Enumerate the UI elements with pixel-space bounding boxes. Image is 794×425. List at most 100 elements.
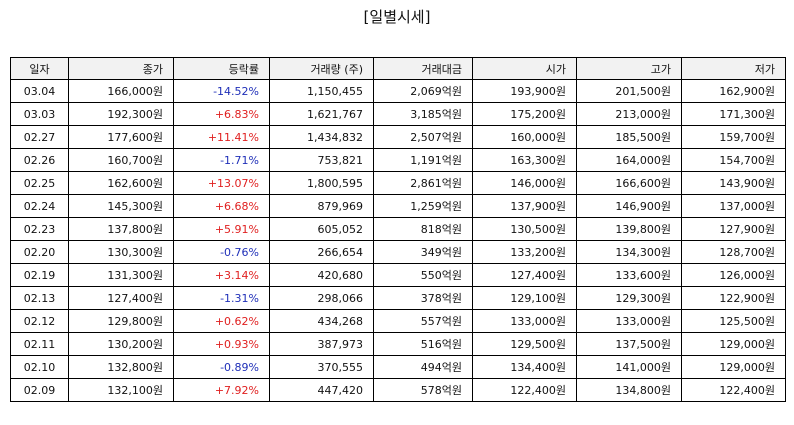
change-cell: +7.92%: [173, 378, 270, 402]
high-cell: 139,800원: [576, 217, 682, 241]
date-cell: 03.03: [10, 102, 69, 126]
low-cell: 159,700원: [681, 125, 786, 149]
high-cell: 129,300원: [576, 286, 682, 310]
table-row: 02.27 177,600원 +11.41% 1,434,832 2,507억원 160,…: [10, 125, 786, 149]
change-cell: -0.76%: [173, 240, 270, 264]
high-cell: 134,800원: [576, 378, 682, 402]
volume-cell: 879,969: [269, 194, 374, 218]
low-cell: 122,900원: [681, 286, 786, 310]
header-low: 저가: [681, 57, 786, 80]
high-cell: 141,000원: [576, 355, 682, 379]
close-cell: 166,000원: [68, 79, 174, 103]
trade-value-cell: 557억원: [373, 309, 473, 333]
table-row: 02.24 145,300원 +6.68% 879,969 1,259억원 137,900…: [10, 194, 786, 218]
trade-value-cell: 378억원: [373, 286, 473, 310]
open-cell: 133,200원: [472, 240, 577, 264]
close-cell: 145,300원: [68, 194, 174, 218]
close-cell: 129,800원: [68, 309, 174, 333]
trade-value-cell: 2,861억원: [373, 171, 473, 195]
table-row: 02.11 130,200원 +0.93% 387,973 516억원 129,500원 1…: [10, 332, 786, 356]
low-cell: 128,700원: [681, 240, 786, 264]
date-cell: 02.25: [10, 171, 69, 195]
trade-value-cell: 349억원: [373, 240, 473, 264]
trade-value-cell: 550억원: [373, 263, 473, 287]
change-cell: +0.62%: [173, 309, 270, 333]
change-cell: +0.93%: [173, 332, 270, 356]
open-cell: 193,900원: [472, 79, 577, 103]
close-cell: 127,400원: [68, 286, 174, 310]
low-cell: 126,000원: [681, 263, 786, 287]
trade-value-cell: 3,185억원: [373, 102, 473, 126]
close-cell: 130,200원: [68, 332, 174, 356]
volume-cell: 447,420: [269, 378, 374, 402]
low-cell: 122,400원: [681, 378, 786, 402]
trade-value-cell: 2,069억원: [373, 79, 473, 103]
high-cell: 134,300원: [576, 240, 682, 264]
volume-cell: 1,434,832: [269, 125, 374, 149]
trade-value-cell: 1,259억원: [373, 194, 473, 218]
change-cell: +3.14%: [173, 263, 270, 287]
close-cell: 130,300원: [68, 240, 174, 264]
date-cell: 02.13: [10, 286, 69, 310]
date-cell: 02.27: [10, 125, 69, 149]
open-cell: 129,500원: [472, 332, 577, 356]
high-cell: 185,500원: [576, 125, 682, 149]
low-cell: 171,300원: [681, 102, 786, 126]
change-cell: -14.52%: [173, 79, 270, 103]
change-cell: +13.07%: [173, 171, 270, 195]
table-row: 02.12 129,800원 +0.62% 434,268 557억원 133,000원 1…: [10, 309, 786, 333]
low-cell: 143,900원: [681, 171, 786, 195]
low-cell: 137,000원: [681, 194, 786, 218]
open-cell: 133,000원: [472, 309, 577, 333]
low-cell: 162,900원: [681, 79, 786, 103]
close-cell: 131,300원: [68, 263, 174, 287]
open-cell: 130,500원: [472, 217, 577, 241]
volume-cell: 605,052: [269, 217, 374, 241]
high-cell: 146,900원: [576, 194, 682, 218]
close-cell: 160,700원: [68, 148, 174, 172]
table-row: 02.25 162,600원 +13.07% 1,800,595 2,861억원 146,…: [10, 171, 786, 195]
trade-value-cell: 516억원: [373, 332, 473, 356]
high-cell: 137,500원: [576, 332, 682, 356]
date-cell: 02.24: [10, 194, 69, 218]
header-high: 고가: [576, 57, 682, 80]
close-cell: 132,100원: [68, 378, 174, 402]
date-cell: 02.23: [10, 217, 69, 241]
table-row: 02.10 132,800원 -0.89% 370,555 494억원 134,400원 1…: [10, 355, 786, 379]
close-cell: 162,600원: [68, 171, 174, 195]
header-volume: 거래량 (주): [269, 57, 374, 80]
date-cell: 02.10: [10, 355, 69, 379]
volume-cell: 1,800,595: [269, 171, 374, 195]
change-cell: +5.91%: [173, 217, 270, 241]
trade-value-cell: 494억원: [373, 355, 473, 379]
low-cell: 129,000원: [681, 355, 786, 379]
table-row: 02.20 130,300원 -0.76% 266,654 349억원 133,200원 1…: [10, 240, 786, 264]
date-cell: 02.26: [10, 148, 69, 172]
trade-value-cell: 1,191억원: [373, 148, 473, 172]
date-cell: 02.09: [10, 378, 69, 402]
date-cell: 03.04: [10, 79, 69, 103]
date-cell: 02.11: [10, 332, 69, 356]
volume-cell: 387,973: [269, 332, 374, 356]
date-cell: 02.12: [10, 309, 69, 333]
volume-cell: 298,066: [269, 286, 374, 310]
change-cell: +6.68%: [173, 194, 270, 218]
volume-cell: 370,555: [269, 355, 374, 379]
change-cell: -0.89%: [173, 355, 270, 379]
open-cell: 137,900원: [472, 194, 577, 218]
high-cell: 201,500원: [576, 79, 682, 103]
header-trade-value: 거래대금: [373, 57, 473, 80]
open-cell: 163,300원: [472, 148, 577, 172]
volume-cell: 753,821: [269, 148, 374, 172]
low-cell: 129,000원: [681, 332, 786, 356]
change-cell: -1.31%: [173, 286, 270, 310]
open-cell: 129,100원: [472, 286, 577, 310]
table-row: 03.03 192,300원 +6.83% 1,621,767 3,185억원 175,2…: [10, 102, 786, 126]
volume-cell: 1,150,455: [269, 79, 374, 103]
date-cell: 02.20: [10, 240, 69, 264]
daily-price-table: 일자 종가 등락률 거래량 (주) 거래대금 시가 고가 저가 03.04 166…: [10, 57, 786, 402]
open-cell: 146,000원: [472, 171, 577, 195]
high-cell: 213,000원: [576, 102, 682, 126]
page-title: [일별시세]: [363, 8, 431, 26]
close-cell: 137,800원: [68, 217, 174, 241]
